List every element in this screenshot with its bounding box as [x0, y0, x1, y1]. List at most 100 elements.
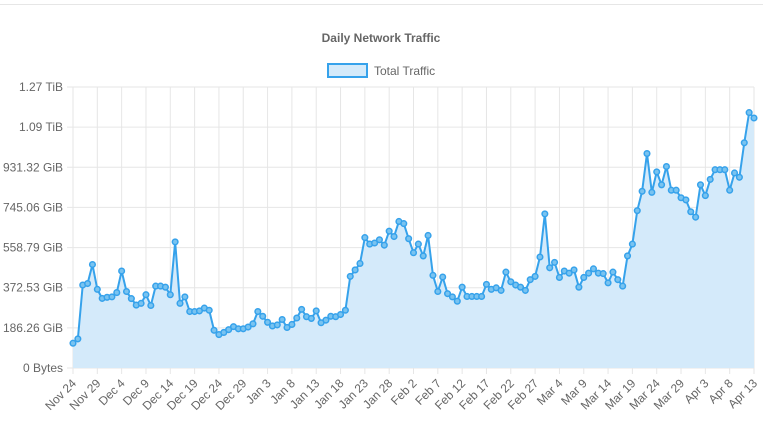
- data-point[interactable]: [375, 236, 384, 244]
- data-point[interactable]: [434, 287, 442, 296]
- data-point[interactable]: [400, 220, 408, 228]
- data-point[interactable]: [536, 253, 544, 261]
- data-point[interactable]: [405, 235, 413, 243]
- data-point[interactable]: [147, 301, 155, 310]
- data-point[interactable]: [692, 213, 700, 221]
- data-point[interactable]: [225, 326, 233, 334]
- data-point[interactable]: [409, 249, 418, 257]
- data-point[interactable]: [604, 279, 612, 287]
- data-point[interactable]: [580, 273, 588, 282]
- data-point[interactable]: [356, 259, 364, 268]
- data-point[interactable]: [482, 280, 491, 288]
- data-point[interactable]: [589, 265, 598, 273]
- data-point[interactable]: [706, 175, 714, 183]
- data-point[interactable]: [161, 283, 169, 291]
- data-point[interactable]: [181, 293, 189, 301]
- data-point[interactable]: [171, 238, 179, 246]
- legend[interactable]: Total Traffic: [327, 63, 435, 78]
- data-point[interactable]: [570, 266, 578, 274]
- data-point[interactable]: [526, 276, 534, 284]
- data-point[interactable]: [745, 109, 753, 117]
- data-point[interactable]: [609, 268, 617, 276]
- data-point[interactable]: [740, 139, 748, 147]
- data-point[interactable]: [278, 315, 286, 324]
- data-point[interactable]: [166, 291, 174, 299]
- data-point[interactable]: [726, 186, 734, 194]
- data-point[interactable]: [658, 181, 666, 189]
- data-point[interactable]: [497, 286, 505, 294]
- data-point[interactable]: [599, 270, 607, 278]
- data-point[interactable]: [614, 276, 622, 284]
- data-point[interactable]: [264, 318, 272, 326]
- data-point[interactable]: [628, 240, 636, 248]
- data-point[interactable]: [390, 232, 398, 241]
- data-point[interactable]: [516, 283, 525, 291]
- data-point[interactable]: [283, 323, 291, 332]
- data-point[interactable]: [84, 279, 92, 288]
- data-point[interactable]: [750, 114, 758, 122]
- data-point[interactable]: [429, 271, 437, 279]
- data-point[interactable]: [439, 273, 447, 281]
- data-point[interactable]: [336, 311, 345, 319]
- data-point[interactable]: [142, 291, 150, 299]
- data-point[interactable]: [341, 306, 349, 314]
- data-point[interactable]: [682, 196, 690, 204]
- data-point[interactable]: [244, 323, 252, 331]
- data-point[interactable]: [419, 252, 427, 260]
- data-point[interactable]: [351, 266, 359, 274]
- data-point[interactable]: [662, 162, 670, 171]
- data-point[interactable]: [458, 283, 466, 291]
- data-point[interactable]: [259, 312, 267, 320]
- data-point[interactable]: [444, 290, 452, 298]
- data-point[interactable]: [633, 207, 641, 215]
- data-point[interactable]: [361, 234, 369, 242]
- data-point[interactable]: [730, 169, 739, 177]
- data-point[interactable]: [74, 335, 82, 343]
- data-point[interactable]: [687, 208, 695, 216]
- data-point[interactable]: [414, 240, 422, 248]
- data-point[interactable]: [288, 320, 296, 329]
- data-point[interactable]: [521, 286, 529, 294]
- data-point[interactable]: [137, 299, 145, 307]
- data-point[interactable]: [643, 150, 651, 158]
- data-point[interactable]: [551, 258, 559, 266]
- data-point[interactable]: [254, 307, 262, 316]
- data-point[interactable]: [672, 186, 680, 194]
- data-point[interactable]: [696, 181, 705, 189]
- data-point[interactable]: [619, 282, 627, 290]
- data-point[interactable]: [448, 293, 456, 301]
- data-point[interactable]: [122, 287, 131, 296]
- data-point[interactable]: [653, 168, 661, 176]
- data-point[interactable]: [312, 307, 320, 315]
- data-point[interactable]: [531, 272, 539, 280]
- data-point[interactable]: [623, 252, 632, 260]
- data-point[interactable]: [575, 283, 583, 291]
- data-point[interactable]: [735, 173, 743, 181]
- data-point[interactable]: [298, 305, 306, 313]
- data-point[interactable]: [502, 268, 510, 276]
- data-point[interactable]: [113, 289, 121, 297]
- data-point[interactable]: [293, 314, 301, 322]
- data-point[interactable]: [127, 295, 135, 303]
- data-point[interactable]: [118, 267, 126, 275]
- data-point[interactable]: [638, 187, 646, 195]
- data-point[interactable]: [108, 293, 116, 301]
- data-point[interactable]: [424, 231, 432, 240]
- data-point[interactable]: [541, 210, 549, 218]
- data-point[interactable]: [385, 227, 393, 235]
- data-point[interactable]: [585, 269, 593, 277]
- data-point[interactable]: [88, 261, 97, 269]
- data-point[interactable]: [346, 272, 354, 280]
- data-point[interactable]: [453, 297, 461, 305]
- data-point[interactable]: [322, 316, 330, 324]
- data-point[interactable]: [176, 299, 184, 307]
- data-point[interactable]: [93, 285, 101, 293]
- data-point[interactable]: [371, 239, 379, 247]
- data-point[interactable]: [721, 166, 729, 174]
- data-point[interactable]: [210, 326, 218, 334]
- data-point[interactable]: [648, 188, 656, 196]
- data-point[interactable]: [205, 306, 213, 314]
- data-point[interactable]: [546, 264, 554, 272]
- data-point[interactable]: [507, 278, 515, 286]
- data-point[interactable]: [69, 339, 77, 347]
